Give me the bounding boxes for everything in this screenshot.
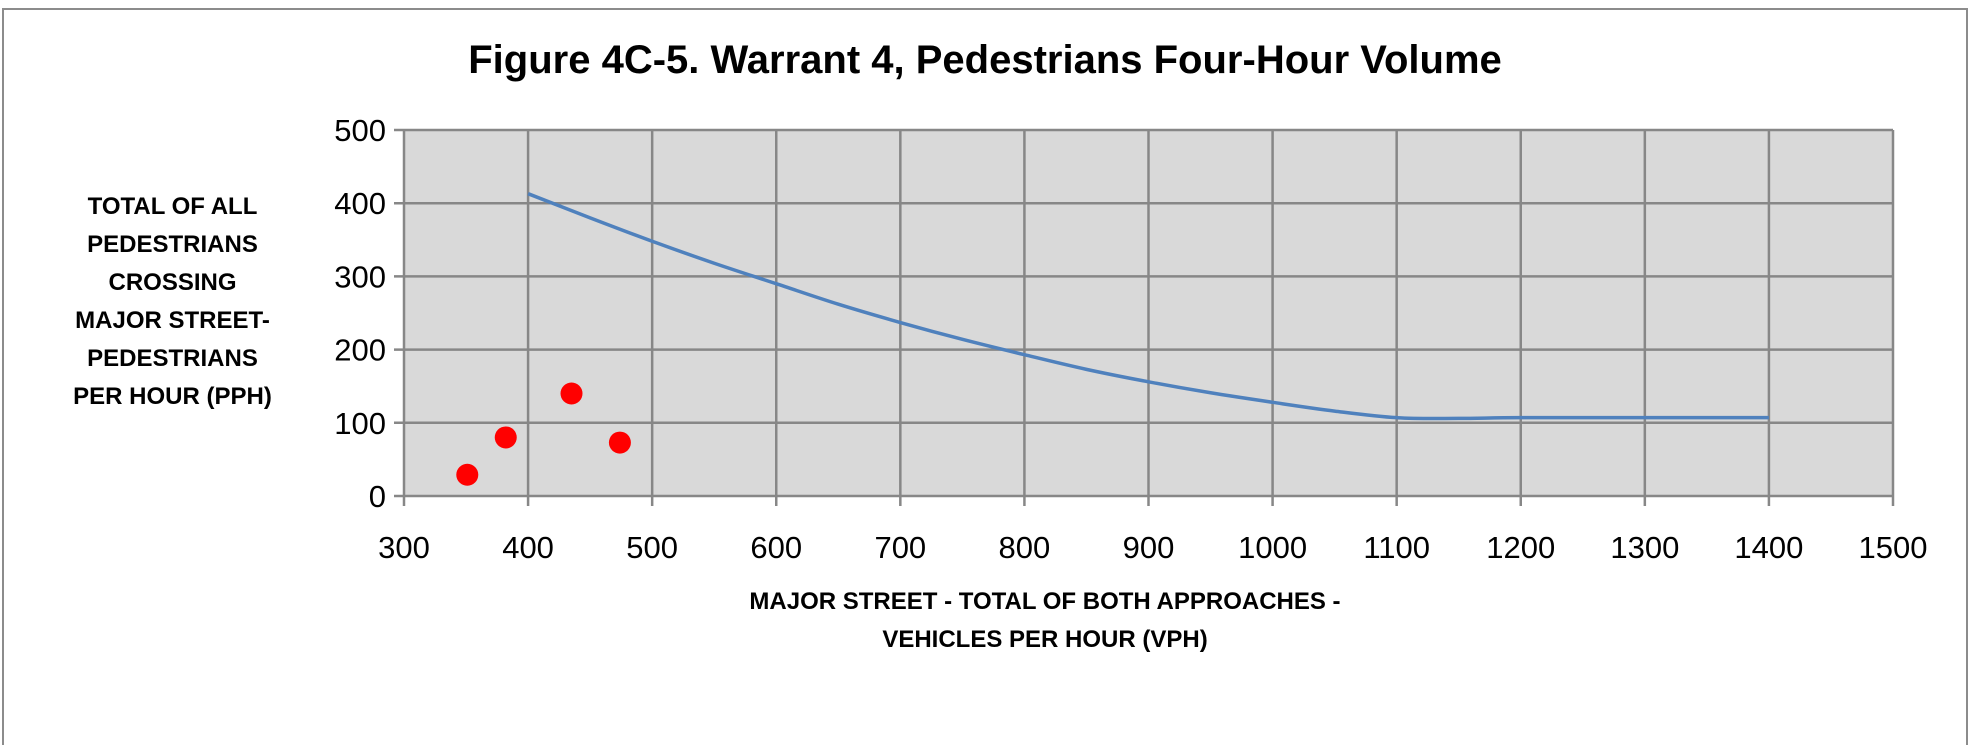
- y-axis-label-line: PER HOUR (PPH): [73, 383, 272, 410]
- x-axis-label-line: MAJOR STREET - TOTAL OF BOTH APPROACHES …: [749, 588, 1341, 615]
- y-axis-label-line: CROSSING: [108, 269, 237, 296]
- x-tick-label: 700: [874, 530, 926, 565]
- x-tick-label: 1100: [1363, 530, 1430, 565]
- data-point: [608, 431, 631, 454]
- x-tick-label: 1500: [1859, 530, 1928, 565]
- data-point: [456, 463, 479, 486]
- x-tick-label: 1000: [1238, 530, 1307, 565]
- x-tick-label: 900: [1123, 530, 1175, 565]
- data-point: [494, 426, 517, 449]
- x-tick-label: 600: [750, 530, 802, 565]
- y-tick-label: 400: [334, 186, 386, 221]
- y-tick-label: 0: [369, 479, 386, 514]
- x-tick-label: 1400: [1734, 530, 1803, 565]
- y-tick-label: 100: [334, 406, 386, 441]
- x-tick-label: 400: [502, 530, 554, 565]
- y-axis-label-line: PEDESTRIANS: [87, 231, 258, 258]
- warrant-curve-line: [527, 192, 1769, 421]
- x-axis-label-line: VEHICLES PER HOUR (VPH): [882, 626, 1208, 653]
- y-axis-label-line: TOTAL OF ALL: [87, 193, 258, 220]
- y-axis-label-line: MAJOR STREET-: [75, 307, 270, 334]
- x-tick-label: 500: [626, 530, 678, 565]
- x-tick-label: 1200: [1486, 530, 1555, 565]
- data-point: [560, 382, 583, 405]
- y-tick-label: 500: [334, 113, 386, 148]
- y-tick-label: 200: [334, 333, 386, 368]
- x-tick-label: 800: [999, 530, 1051, 565]
- x-tick-label: 1300: [1610, 530, 1679, 565]
- x-tick-label: 300: [378, 530, 430, 565]
- y-axis-label-line: PEDESTRIANS: [87, 345, 258, 372]
- chart-title: Figure 4C-5. Warrant 4, Pedestrians Four…: [468, 38, 1502, 82]
- x-axis-label: MAJOR STREET - TOTAL OF BOTH APPROACHES …: [645, 583, 1445, 659]
- y-axis-label: TOTAL OF ALL PEDESTRIANS CROSSING MAJOR …: [40, 188, 305, 416]
- y-tick-label: 300: [334, 259, 386, 294]
